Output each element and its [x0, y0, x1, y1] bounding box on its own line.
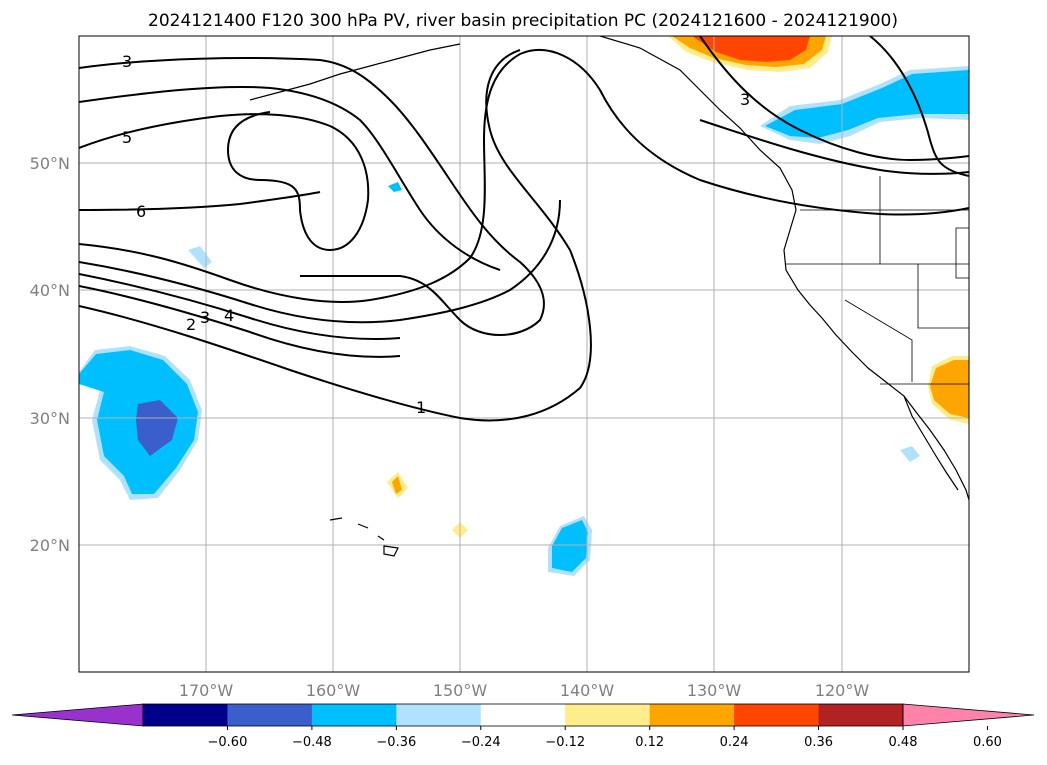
- precip-negative-east: [552, 520, 588, 572]
- precip-positive-mexico: [930, 360, 969, 418]
- colorbar-tick-label: −0.12: [545, 735, 585, 750]
- pv-contour-3-south: [79, 273, 401, 341]
- contour-label: 2: [186, 315, 196, 334]
- colorbar-tick-label: −0.36: [376, 735, 416, 750]
- lon-tick-label: 120°W: [815, 681, 870, 700]
- contour-label: 3: [740, 90, 750, 109]
- figure-title: 2024121400 F120 300 hPa PV, river basin …: [148, 11, 898, 31]
- colorbar-segment: [396, 704, 482, 726]
- colorbar-segment: [565, 704, 651, 726]
- colorbar-tick-label: 0.36: [804, 735, 833, 750]
- colorbar: −0.60 −0.48 −0.36 −0.24 −0.12 0.12 0.24 0.36 0.4…: [11, 703, 1035, 750]
- lat-tick-label: 30°N: [30, 409, 70, 428]
- precip-negative-strong-west: [136, 400, 178, 456]
- pv-contour-east-2: [699, 119, 969, 175]
- colorbar-segment: [311, 704, 397, 726]
- lon-tick-label: 140°W: [560, 681, 615, 700]
- contour-label: 5: [122, 128, 132, 147]
- colorbar-segment: [734, 704, 820, 726]
- precip-positive-strong: [692, 36, 810, 62]
- contour-label: 3: [200, 308, 210, 327]
- map-frame: [78, 35, 970, 673]
- colorbar-tick-label: −0.48: [292, 735, 332, 750]
- lat-tick-label: 40°N: [30, 281, 70, 300]
- baja-coast: [903, 395, 959, 491]
- colorbar-extend-high: [902, 703, 1035, 727]
- pv-contour-3-north: [79, 57, 545, 336]
- colorbar-segment: [227, 704, 313, 726]
- precip-shading: [79, 36, 969, 576]
- colorbar-tick-label: −0.60: [208, 735, 248, 750]
- lat-tick-label: 20°N: [30, 536, 70, 555]
- pv-contour-1: [79, 49, 592, 422]
- west-coast: [599, 36, 969, 501]
- pv-contour-labels: 3 5 6 2 3 4 1 3: [122, 52, 750, 417]
- colorbar-outline: [142, 703, 904, 727]
- precip-negative-dot: [900, 446, 920, 462]
- lon-axis: 170°W 160°W 150°W 140°W 130°W 120°W: [179, 681, 870, 700]
- pv-contour-6: [79, 191, 321, 211]
- colorbar-tick-label: 0.12: [635, 735, 664, 750]
- precip-negative-small: [188, 246, 212, 268]
- pv-contour-5: [79, 85, 501, 271]
- map-area: 3 5 6 2 3 4 1 3: [79, 36, 969, 672]
- state-border-4: [955, 227, 969, 279]
- contour-label: 3: [122, 52, 132, 71]
- colorbar-tick-label: 0.60: [973, 735, 1002, 750]
- colorbar-extend-low: [11, 703, 144, 727]
- colorbar-segment: [480, 704, 566, 726]
- gridlines: [79, 36, 969, 672]
- colorbar-tick-label: −0.24: [461, 735, 501, 750]
- lon-tick-label: 160°W: [306, 681, 361, 700]
- state-border-3: [844, 299, 913, 382]
- pv-contour-3-east: [699, 36, 969, 162]
- lat-axis: 50°N 40°N 30°N 20°N: [30, 154, 70, 555]
- pv-contour-east-3: [869, 36, 969, 177]
- colorbar-tick-label: 0.48: [889, 735, 918, 750]
- contour-label: 1: [416, 398, 426, 417]
- colorbar-segment: [143, 704, 228, 726]
- pv-contours: [79, 36, 969, 422]
- contour-label: 4: [224, 306, 234, 325]
- lon-tick-label: 150°W: [433, 681, 488, 700]
- precip-negative: [765, 70, 969, 138]
- lat-tick-label: 50°N: [30, 154, 70, 173]
- hawaii-islands: [329, 517, 399, 557]
- pv-contour-4: [79, 199, 561, 324]
- state-border-2: [917, 264, 969, 329]
- precip-positive-small-core: [392, 476, 402, 494]
- colorbar-segment: [649, 704, 735, 726]
- pv-contour-2: [79, 285, 401, 358]
- colorbar-tick-label: 0.24: [720, 735, 749, 750]
- lon-tick-label: 170°W: [179, 681, 234, 700]
- lon-tick-label: 130°W: [687, 681, 742, 700]
- colorbar-segment: [818, 704, 904, 726]
- contour-label: 6: [136, 202, 146, 221]
- precip-negative-tiny: [388, 182, 402, 192]
- pv-contour-main: [79, 49, 969, 303]
- pv-contour-inner: [79, 111, 370, 252]
